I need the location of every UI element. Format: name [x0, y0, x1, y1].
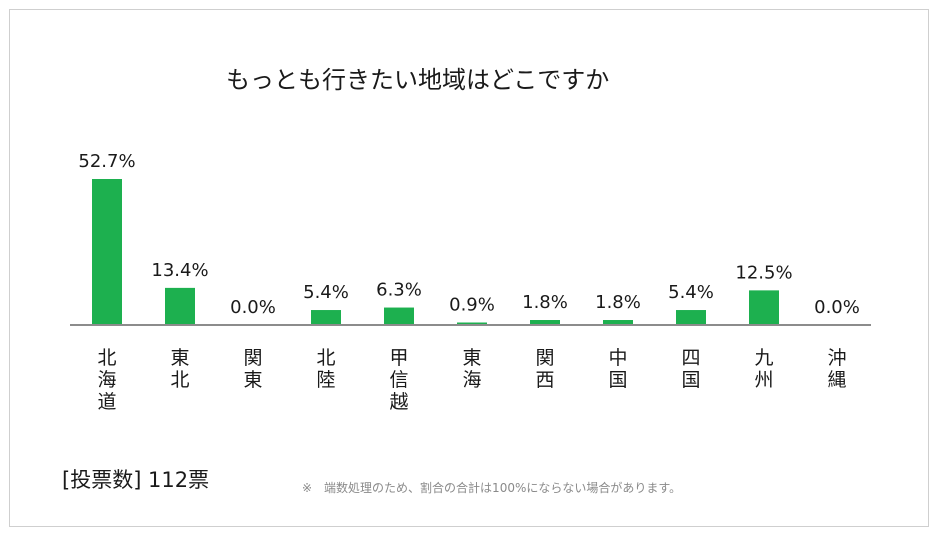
- value-label-group: 52.7% 13.4% 0.0% 5.4% 6.3% 0.9% 1.8% 1.8% 5.4% 12…: [78, 151, 859, 318]
- value-label-7: 1.8%: [595, 292, 641, 313]
- value-label-5: 0.9%: [449, 295, 495, 316]
- value-label-6: 1.8%: [522, 292, 568, 313]
- bar-0: [92, 179, 122, 325]
- value-label-4: 6.3%: [376, 280, 422, 301]
- category-label-6: 関西: [535, 347, 554, 391]
- value-label-2: 0.0%: [230, 297, 276, 318]
- category-label-7: 中国: [608, 347, 627, 391]
- bar-9: [749, 290, 779, 325]
- bar-8: [676, 310, 706, 325]
- footnote: ※ 端数処理のため、割合の合計は100%にならない場合があります。: [302, 481, 682, 495]
- chart-title: もっとも行きたい地域はどこですか: [226, 66, 610, 94]
- bar-group: [92, 179, 779, 325]
- value-label-9: 12.5%: [735, 262, 792, 283]
- bar-7: [603, 320, 633, 325]
- category-label-4: 甲信越: [389, 347, 408, 413]
- value-label-1: 13.4%: [151, 260, 208, 281]
- category-label-5: 東海: [462, 347, 481, 391]
- category-label-9: 九州: [754, 347, 773, 391]
- value-label-10: 0.0%: [814, 297, 860, 318]
- category-label-3: 北陸: [316, 347, 335, 391]
- bar-1: [165, 287, 195, 325]
- bar-6: [530, 320, 560, 325]
- bar-4: [384, 307, 414, 325]
- bar-3: [311, 310, 341, 325]
- category-label-8: 四国: [681, 347, 700, 391]
- value-label-0: 52.7%: [78, 151, 135, 172]
- vote-count: [投票数] 112票: [62, 468, 210, 492]
- chart-frame: [9, 9, 929, 527]
- category-label-10: 沖縄: [827, 347, 846, 391]
- bar-5: [457, 322, 487, 325]
- category-label-0: 北海道: [97, 347, 116, 413]
- category-label-2: 関東: [243, 347, 262, 391]
- category-label-group: 北海道 東北 関東 北陸 甲信越 東海 関西 中国 四国 九州 沖縄: [97, 347, 846, 413]
- value-label-3: 5.4%: [303, 282, 349, 303]
- value-label-8: 5.4%: [668, 282, 714, 303]
- category-label-1: 東北: [170, 347, 189, 391]
